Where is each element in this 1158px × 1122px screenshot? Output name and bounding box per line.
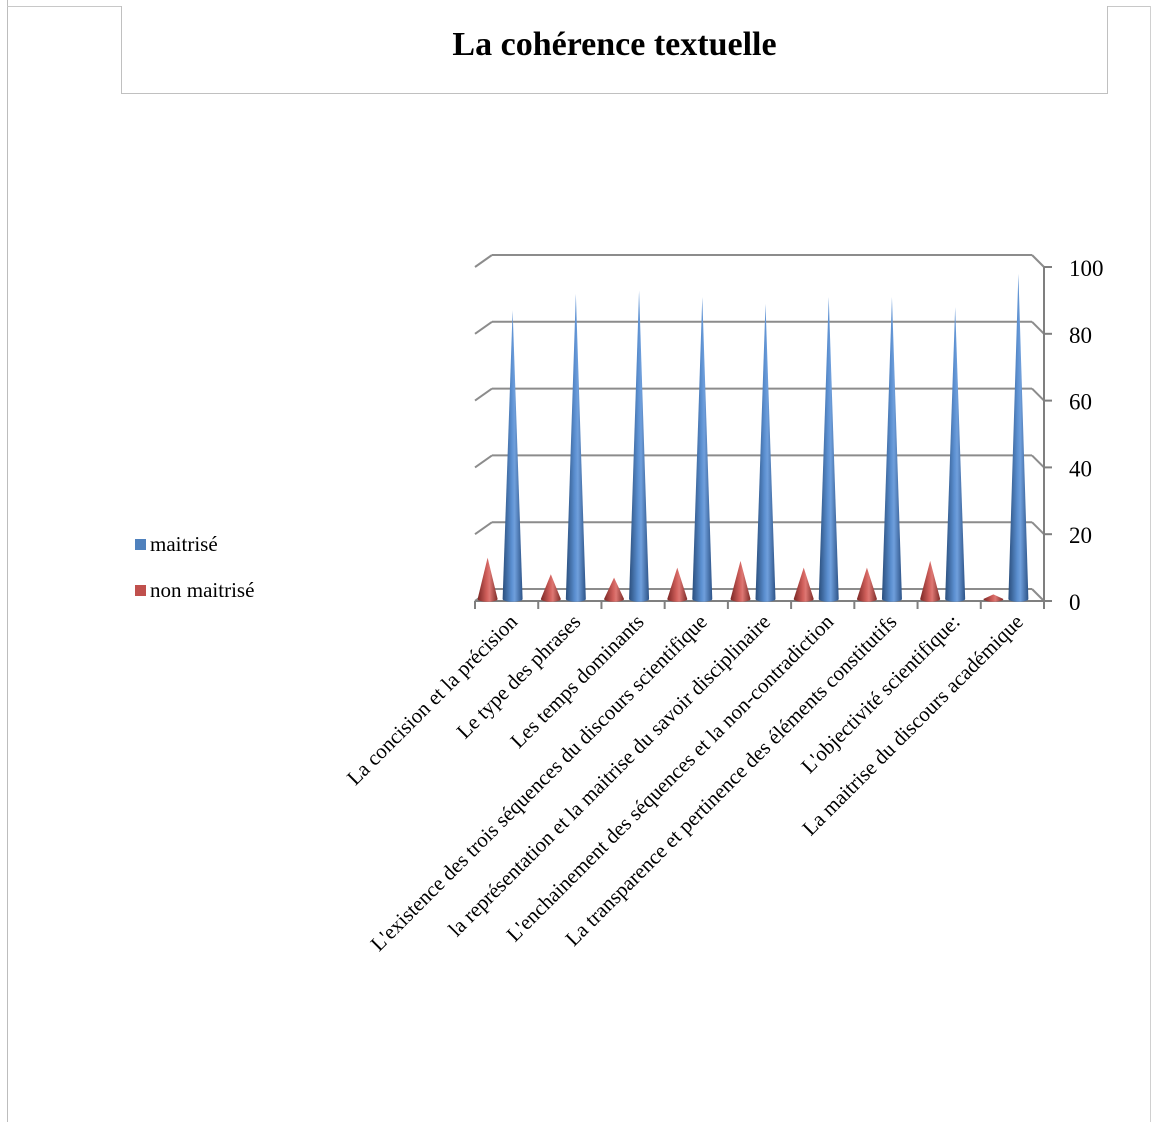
cone-maitrise: [881, 297, 902, 602]
cone-maitrise: [565, 293, 586, 602]
cone-non-maitrise: [793, 567, 814, 602]
cone-non-maitrise-body: [667, 567, 688, 602]
cone-maitrise-body: [565, 293, 586, 602]
cone-maitrise-body: [755, 303, 776, 602]
y-tick-label: 40: [1069, 456, 1092, 481]
cone-maitrise-body: [629, 290, 650, 602]
cone-maitrise: [692, 297, 713, 602]
legend-item-non-maitrise: non maitrisé: [135, 578, 254, 602]
gridline-depth: [1031, 254, 1045, 268]
frame-right-border: [1150, 6, 1151, 1122]
y-tick-label: 60: [1069, 390, 1092, 415]
cone-non-maitrise-body: [920, 560, 941, 602]
y-tick-label: 0: [1069, 590, 1081, 615]
gridline-depth: [474, 387, 493, 402]
legend-swatch-non-maitrise: [135, 584, 146, 596]
cone-non-maitrise: [604, 577, 625, 602]
gridline-depth: [1031, 454, 1045, 469]
gridline-depth: [474, 254, 493, 268]
gridline-depth: [474, 454, 493, 469]
cone-non-maitrise: [920, 560, 941, 602]
cone-non-maitrise-body: [730, 560, 751, 602]
cone-non-maitrise: [477, 557, 498, 602]
cone-non-maitrise-body: [983, 594, 1004, 602]
legend-label-maitrise: maitrisé: [150, 531, 218, 556]
cone-maitrise: [629, 290, 650, 602]
cone-maitrise: [818, 297, 839, 602]
cone-non-maitrise-body: [793, 567, 814, 602]
legend-swatch-maitrise: [135, 538, 146, 550]
cone-non-maitrise: [540, 574, 561, 602]
cone-maitrise: [755, 303, 776, 602]
cone-non-maitrise: [730, 560, 751, 602]
gridline-depth: [1031, 521, 1045, 535]
cone-maitrise: [502, 310, 523, 602]
cone-layer: [477, 273, 1029, 602]
cone-non-maitrise-body: [540, 574, 561, 602]
cone-maitrise-body: [945, 307, 966, 602]
cone-maitrise-body: [502, 310, 523, 602]
cone-maitrise: [945, 307, 966, 602]
frame-left-border: [7, 0, 8, 1122]
gridline-depth: [1031, 321, 1045, 335]
cone-maitrise-body: [881, 297, 902, 602]
gridline-depth: [474, 521, 493, 536]
y-tick-label: 100: [1069, 256, 1104, 281]
gridline-depth: [474, 320, 493, 335]
cone-non-maitrise: [856, 567, 877, 602]
y-tick-label: 80: [1069, 323, 1092, 348]
cone-non-maitrise-body: [604, 577, 625, 602]
cone-non-maitrise: [667, 567, 688, 602]
cone-maitrise-body: [692, 297, 713, 602]
gridline-depth: [1031, 387, 1045, 402]
chart-title: La cohérence textuelle: [452, 26, 777, 63]
cone-maitrise: [1008, 273, 1029, 602]
cone-non-maitrise-body: [856, 567, 877, 602]
legend-item-maitrise: maitrisé: [135, 532, 254, 556]
cone-maitrise-body: [1008, 273, 1029, 602]
y-tick-label: 20: [1069, 523, 1092, 548]
cone-non-maitrise-body: [477, 557, 498, 602]
legend: maitrisé non maitrisé: [135, 532, 254, 624]
chart-title-box: La cohérence textuelle: [121, 6, 1108, 94]
legend-label-non-maitrise: non maitrisé: [150, 577, 255, 602]
cone-maitrise-body: [818, 297, 839, 602]
cone-non-maitrise: [983, 594, 1004, 602]
gridline-depth: [1031, 588, 1045, 602]
